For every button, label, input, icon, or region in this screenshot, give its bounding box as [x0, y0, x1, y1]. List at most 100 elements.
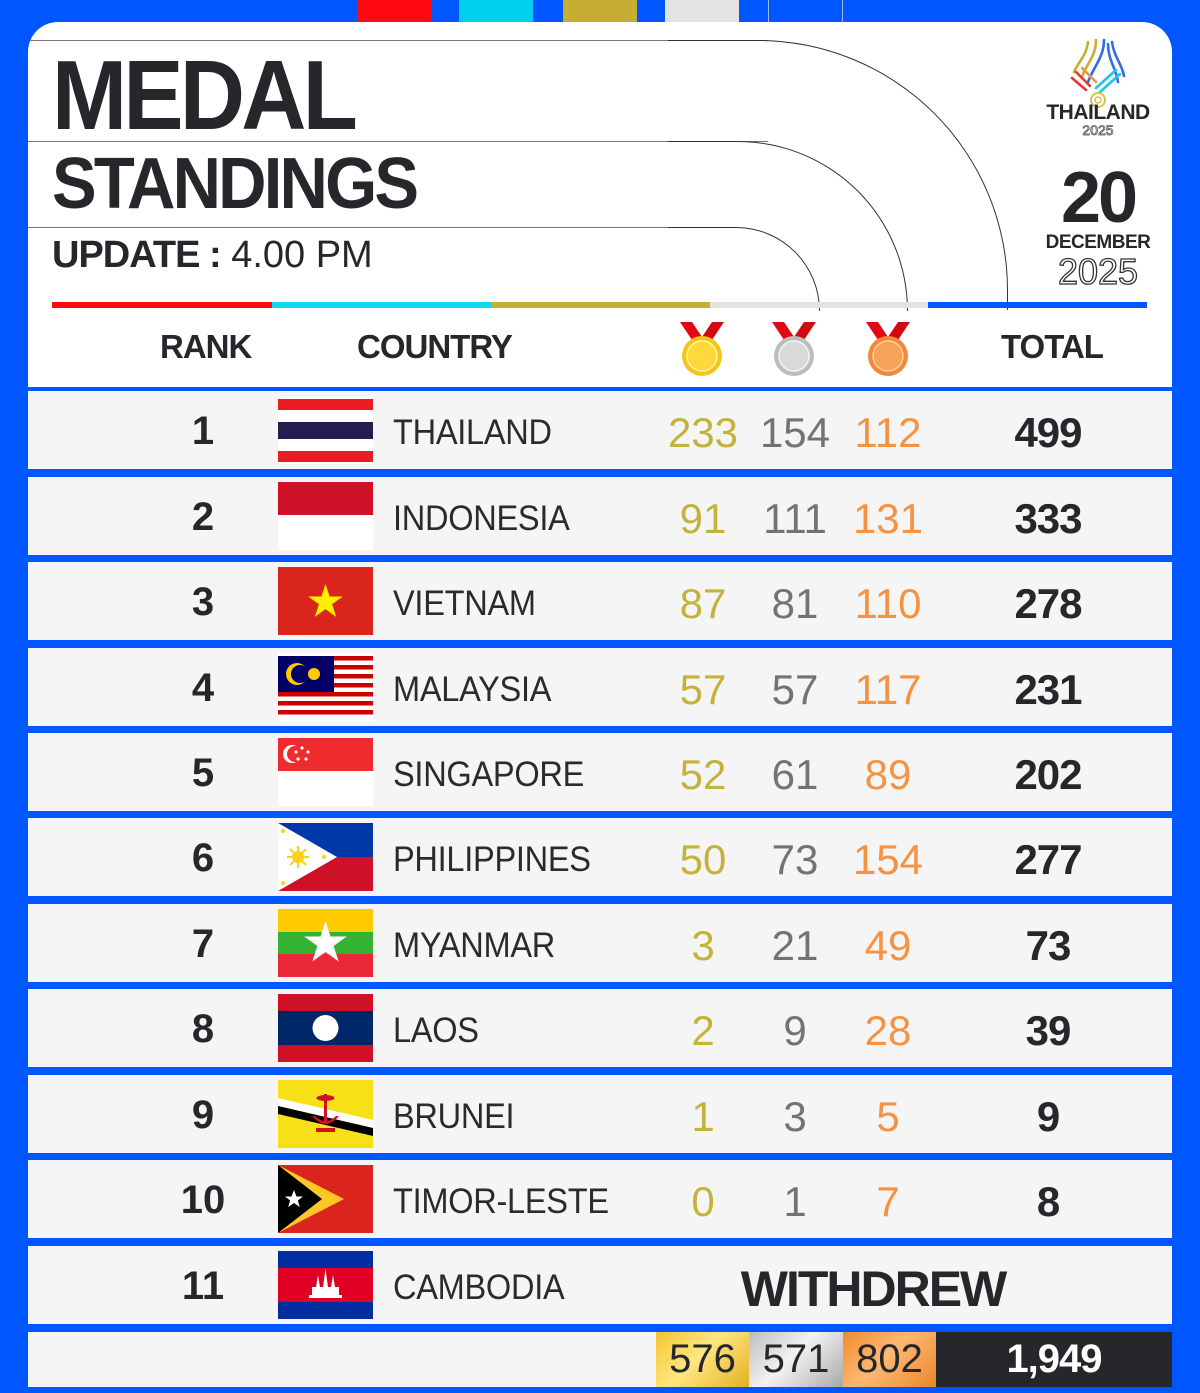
track-line [28, 141, 768, 142]
bronze-count: 154 [852, 836, 924, 883]
stripe-gold [492, 302, 710, 308]
cyan-bar [459, 0, 533, 22]
indonesia-flag-icon [278, 482, 373, 550]
table-row: 3 VIETNAM 87 81 110 278 [28, 562, 1172, 640]
total-count: 333 [1014, 495, 1082, 542]
update-label: UPDATE : [52, 234, 222, 276]
table-row: 5 SINGAPORE 52 61 89 202 [28, 733, 1172, 811]
rank: 7 [191, 922, 215, 966]
silver-count: 21 [771, 922, 819, 969]
table-row: 1 THAILAND 233 154 112 499 [28, 391, 1172, 469]
table-row: 4 MALAYSIA 57 57 117 231 [28, 648, 1172, 726]
silver-count: 9 [783, 1007, 807, 1054]
divider-line [842, 0, 843, 22]
logo-name: THAILAND [1046, 101, 1150, 124]
logo-year: 2025 [1082, 122, 1114, 139]
country-name: MYANMAR [393, 926, 556, 965]
bronze-count: 28 [864, 1007, 912, 1054]
rank: 4 [191, 666, 215, 710]
country-name: MALAYSIA [393, 670, 552, 709]
gold-medal-icon [680, 322, 724, 376]
country-name: LAOS [393, 1011, 479, 1050]
vietnam-flag-icon [278, 567, 373, 635]
bronze-medal-icon [866, 322, 910, 376]
table-row: 11 CAMBODIA WITHDREW [28, 1246, 1172, 1324]
gold-count: 0 [691, 1178, 715, 1225]
silver-count: 81 [771, 580, 819, 627]
silver-count: 57 [771, 666, 819, 713]
bronze-count: 110 [854, 580, 922, 627]
total-count: 202 [1014, 751, 1082, 798]
date-year: 2025 [1057, 251, 1139, 292]
stripe-silver [710, 302, 928, 308]
philippines-flag-icon [278, 823, 373, 891]
silver-count: 73 [771, 836, 819, 883]
total-count: 278 [1014, 580, 1082, 627]
silver-medal-icon [772, 322, 816, 376]
table-row: 7 MYANMAR 3 21 49 73 [28, 904, 1172, 982]
country-name: PHILIPPINES [393, 840, 591, 879]
page-title-line1: MEDAL [52, 40, 358, 150]
rank: 10 [180, 1178, 226, 1222]
gold-count: 2 [691, 1007, 715, 1054]
bronze-count: 7 [876, 1178, 900, 1225]
date-day: 20 [1060, 158, 1138, 238]
gold-count: 57 [679, 666, 727, 713]
total-count: 499 [1014, 409, 1082, 456]
silver-count: 111 [763, 495, 827, 542]
bronze-count: 117 [854, 666, 922, 713]
track-line [28, 227, 728, 228]
update-time-value: 4.00 PM [231, 234, 373, 276]
totals-row: 576 571 802 1,949 [28, 1332, 1172, 1387]
rank: 6 [191, 836, 215, 880]
update-time: UPDATE : 4.00 PM [52, 236, 373, 274]
silver-count: 61 [771, 751, 819, 798]
silver-total: 571 [749, 1332, 843, 1387]
table-row: 8 LAOS 2 9 28 39 [28, 989, 1172, 1067]
total-count: 8 [1036, 1178, 1060, 1225]
stripe-blue [928, 302, 1147, 308]
country-name: INDONESIA [393, 499, 570, 538]
table-row: 9 BRUNEI 1 3 5 9 [28, 1075, 1172, 1153]
gold-total: 576 [656, 1332, 749, 1387]
bronze-count: 131 [852, 495, 924, 542]
total-count: 9 [1036, 1093, 1060, 1140]
top-color-bars [0, 0, 1200, 22]
gold-count: 50 [679, 836, 727, 883]
bronze-count: 5 [876, 1093, 900, 1140]
total-count: 277 [1014, 836, 1082, 883]
rank: 11 [181, 1264, 225, 1308]
grand-total: 1,949 [936, 1332, 1172, 1387]
singapore-flag-icon [278, 738, 373, 806]
page-title-line2: STANDINGS [52, 144, 419, 224]
silver-bar [665, 0, 739, 22]
gold-count: 87 [679, 580, 727, 627]
bronze-count: 49 [864, 922, 912, 969]
cambodia-flag-icon [278, 1251, 373, 1319]
country-name: TIMOR-LESTE [393, 1182, 609, 1221]
timor-leste-flag-icon [278, 1165, 373, 1233]
header-card: MEDAL STANDINGS UPDATE : 4.00 PM THAILAN… [28, 22, 1172, 387]
gold-count: 1 [691, 1093, 715, 1140]
divider-line [768, 0, 769, 22]
country-name: VIETNAM [393, 584, 536, 623]
total-count: 39 [1025, 1007, 1072, 1054]
bronze-count: 89 [864, 751, 912, 798]
withdrew-status: WITHDREW [740, 1261, 1008, 1317]
column-header-country: COUNTRY [357, 328, 513, 365]
gold-count: 52 [679, 751, 727, 798]
sea-games-logo-icon [1070, 38, 1126, 108]
laos-flag-icon [278, 994, 373, 1062]
column-header-total: TOTAL [1001, 328, 1104, 365]
country-name: SINGAPORE [393, 755, 585, 794]
bronze-count: 112 [854, 409, 922, 456]
column-header-rank: RANK [160, 328, 252, 365]
silver-count: 154 [759, 409, 831, 456]
stripe-red [52, 302, 272, 308]
table-row: 2 INDONESIA 91 111 131 333 [28, 477, 1172, 555]
total-count: 231 [1014, 666, 1082, 713]
brunei-flag-icon [278, 1080, 373, 1148]
rank: 8 [191, 1007, 215, 1051]
thailand-flag-icon [278, 396, 373, 464]
table-row: 10 TIMOR-LESTE 0 1 7 8 [28, 1160, 1172, 1238]
